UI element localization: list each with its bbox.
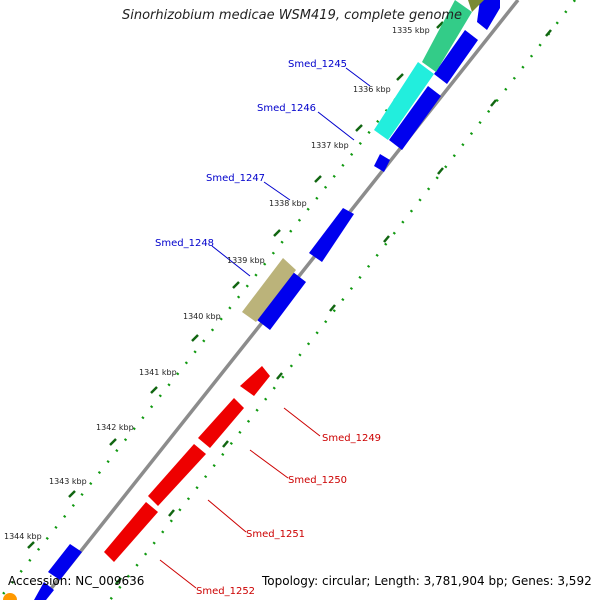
genes-value: 3,592 bbox=[557, 574, 592, 588]
accession-value: NC_009636 bbox=[75, 574, 145, 588]
gene-arrow-green bbox=[422, 0, 472, 72]
gene-arrow bbox=[48, 544, 82, 580]
kbp-label: 1342 kbp bbox=[96, 423, 134, 432]
kbp-ticks bbox=[27, 21, 552, 585]
gene-arrow bbox=[434, 30, 478, 84]
kbp-label: 1335 kbp bbox=[392, 26, 430, 35]
gene-arrow bbox=[104, 502, 158, 562]
gene-arrow bbox=[374, 154, 390, 172]
kbp-label: 1337 kbp bbox=[311, 141, 349, 150]
gene-label-smed-1248[interactable]: Smed_1248 bbox=[155, 238, 214, 249]
gene-label-smed-1246[interactable]: Smed_1246 bbox=[257, 103, 316, 114]
reverse-genes bbox=[104, 366, 270, 562]
kbp-label: 1341 kbp bbox=[139, 368, 177, 377]
kbp-label: 1343 kbp bbox=[49, 477, 87, 486]
kbp-label: 1338 kbp bbox=[269, 199, 307, 208]
gene-arrow bbox=[34, 582, 54, 600]
topology-label: Topology: bbox=[262, 574, 319, 588]
kbp-label: 1339 kbp bbox=[227, 256, 265, 265]
gene-arrow bbox=[148, 444, 206, 506]
gene-arrow bbox=[477, 0, 500, 30]
accession-label: Accession: bbox=[8, 574, 72, 588]
genes-label: Genes: bbox=[511, 574, 554, 588]
kbp-label: 1340 kbp bbox=[183, 312, 221, 321]
gene-arrow bbox=[240, 366, 270, 396]
gene-arrow bbox=[198, 398, 244, 448]
gene-leader-lines bbox=[159, 67, 371, 589]
gene-label-smed-1247[interactable]: Smed_1247 bbox=[206, 173, 265, 184]
gene-arrow bbox=[389, 86, 441, 150]
topology-info: Topology: circular; Length: 3,781,904 bp… bbox=[262, 574, 592, 588]
gene-arrow-cyan bbox=[374, 62, 434, 140]
outer-dotted-guide bbox=[109, 0, 576, 600]
gene-arrow-khaki bbox=[242, 258, 296, 322]
topology-value: circular bbox=[321, 574, 367, 588]
gene-arrow-olive bbox=[468, 0, 484, 12]
forward-genes bbox=[34, 0, 500, 600]
origin-marker bbox=[3, 593, 17, 600]
gene-label-smed-1251[interactable]: Smed_1251 bbox=[246, 529, 305, 540]
length-value: 3,781,904 bp bbox=[423, 574, 504, 588]
kbp-label: 1336 kbp bbox=[353, 85, 391, 94]
gene-label-smed-1250[interactable]: Smed_1250 bbox=[288, 475, 347, 486]
gene-label-smed-1252[interactable]: Smed_1252 bbox=[196, 586, 255, 597]
length-label: Length: bbox=[374, 574, 420, 588]
kbp-label: 1344 kbp bbox=[4, 532, 42, 541]
accession-info: Accession: NC_009636 bbox=[8, 574, 144, 588]
genome-title: Sinorhizobium medicae WSM419, complete g… bbox=[122, 8, 463, 23]
gene-arrow bbox=[257, 272, 306, 330]
gene-arrow bbox=[309, 208, 354, 262]
gene-label-smed-1249[interactable]: Smed_1249 bbox=[322, 433, 381, 444]
gene-label-smed-1245[interactable]: Smed_1245 bbox=[288, 59, 347, 70]
